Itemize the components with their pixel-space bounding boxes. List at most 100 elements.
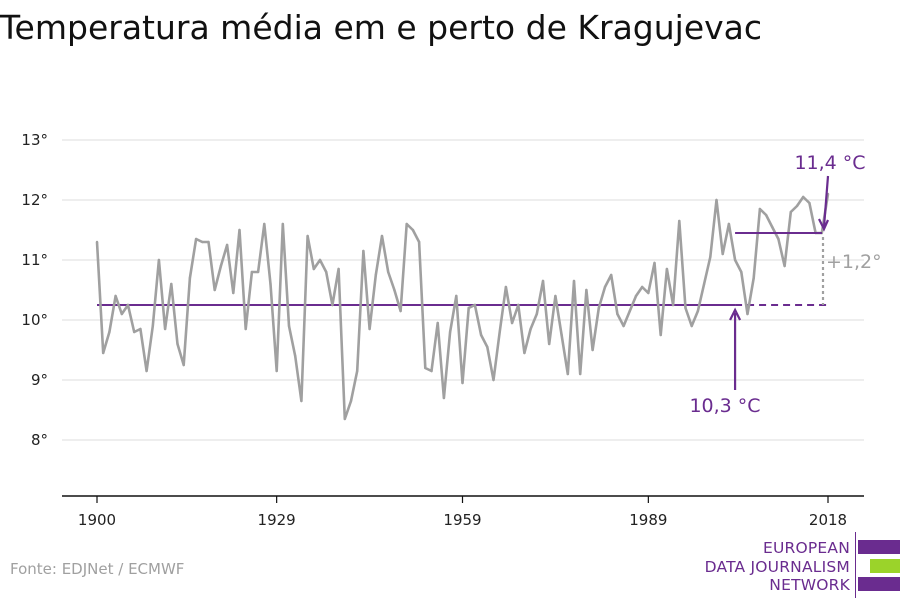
data-point (325, 270, 328, 274)
data-point (201, 240, 204, 244)
data-point (746, 312, 749, 316)
data-point (585, 288, 588, 292)
data-point (671, 303, 675, 307)
data-point (548, 342, 551, 346)
data-point (597, 306, 600, 310)
data-point (795, 204, 799, 208)
data-point (678, 219, 681, 223)
data-point (777, 237, 780, 241)
data-point (430, 369, 433, 373)
temperature-series-points (95, 192, 830, 421)
logo-bar-top (858, 540, 900, 554)
data-point (771, 225, 774, 229)
data-point (294, 354, 297, 358)
x-tick-label: 1929 (258, 511, 296, 529)
data-point (510, 321, 514, 325)
data-point (690, 324, 693, 328)
recent-average-arrow (818, 175, 830, 232)
data-point (207, 240, 210, 244)
y-tick-label: 9° (31, 371, 48, 389)
y-tick-label: 10° (21, 311, 48, 329)
data-point (300, 399, 303, 403)
data-point (244, 327, 247, 331)
data-point (331, 303, 334, 307)
logo-divider (855, 532, 856, 598)
data-point (758, 207, 762, 211)
data-point (455, 294, 458, 298)
data-point (640, 285, 644, 289)
baseline-average-label: 10,3 °C (689, 395, 760, 417)
data-point (733, 258, 737, 262)
data-point (461, 381, 464, 385)
data-point (609, 273, 613, 277)
chart-title: Temperatura média em e perto de Kragujev… (0, 8, 763, 47)
edjnet-logo: EUROPEAN DATA JOURNALISM NETWORK (700, 530, 900, 600)
data-point (424, 366, 427, 370)
y-tick-label: 11° (21, 251, 48, 269)
data-point (151, 324, 154, 328)
data-point (696, 309, 700, 313)
data-point (442, 396, 446, 400)
data-point (256, 270, 260, 274)
data-point (132, 330, 136, 334)
data-point (275, 369, 278, 373)
logo-line-data-journalism: DATA JOURNALISM (704, 558, 850, 576)
data-point (380, 234, 384, 238)
data-point (467, 306, 470, 310)
data-point (188, 276, 192, 280)
data-point (393, 288, 396, 292)
x-tick-label: 1900 (78, 511, 116, 529)
data-point (579, 372, 582, 376)
data-point (628, 309, 631, 313)
recent-average-label: 11,4 °C (794, 152, 865, 174)
data-point (764, 213, 768, 217)
data-point (355, 369, 359, 373)
data-point (213, 288, 216, 292)
data-point (752, 276, 755, 280)
data-point (659, 333, 662, 337)
data-point (417, 240, 421, 244)
data-point (808, 201, 811, 205)
data-point (436, 321, 439, 325)
temperature-chart: 8° 9° 10° 11° 12° 13° 1900 1929 1959 1989 2018 11… (21, 131, 881, 529)
data-point (343, 417, 346, 421)
data-point (473, 303, 477, 307)
data-point (225, 243, 229, 247)
data-point (727, 222, 731, 226)
data-point (554, 294, 557, 298)
data-point (802, 195, 805, 199)
data-point (374, 273, 377, 277)
data-point (634, 294, 638, 298)
data-point (492, 378, 495, 382)
x-tick-label: 2018 (809, 511, 847, 529)
data-point (740, 270, 743, 274)
data-point (523, 351, 526, 355)
data-point (665, 267, 669, 271)
data-point (486, 345, 489, 349)
data-point (101, 351, 105, 355)
source-credit: Fonte: EDJNet / ECMWF (10, 560, 185, 578)
data-point (647, 291, 650, 295)
y-tick-label: 8° (31, 431, 48, 449)
data-point (312, 267, 316, 271)
data-point (263, 222, 266, 226)
data-point (721, 252, 724, 256)
data-point (504, 285, 508, 289)
data-point (591, 348, 594, 352)
data-point (287, 324, 291, 328)
logo-bar-bottom (858, 577, 900, 591)
baseline-average-arrow (729, 307, 742, 390)
data-point (337, 267, 340, 271)
data-point (622, 324, 625, 328)
data-point (362, 249, 365, 253)
data-point (114, 294, 117, 298)
data-point (232, 291, 235, 295)
data-point (176, 342, 179, 346)
data-point (139, 327, 142, 331)
data-point (145, 369, 148, 373)
x-tick-label: 1989 (629, 511, 667, 529)
data-point (603, 285, 607, 289)
data-point (789, 210, 793, 214)
data-point (368, 327, 371, 331)
data-point (163, 327, 167, 331)
